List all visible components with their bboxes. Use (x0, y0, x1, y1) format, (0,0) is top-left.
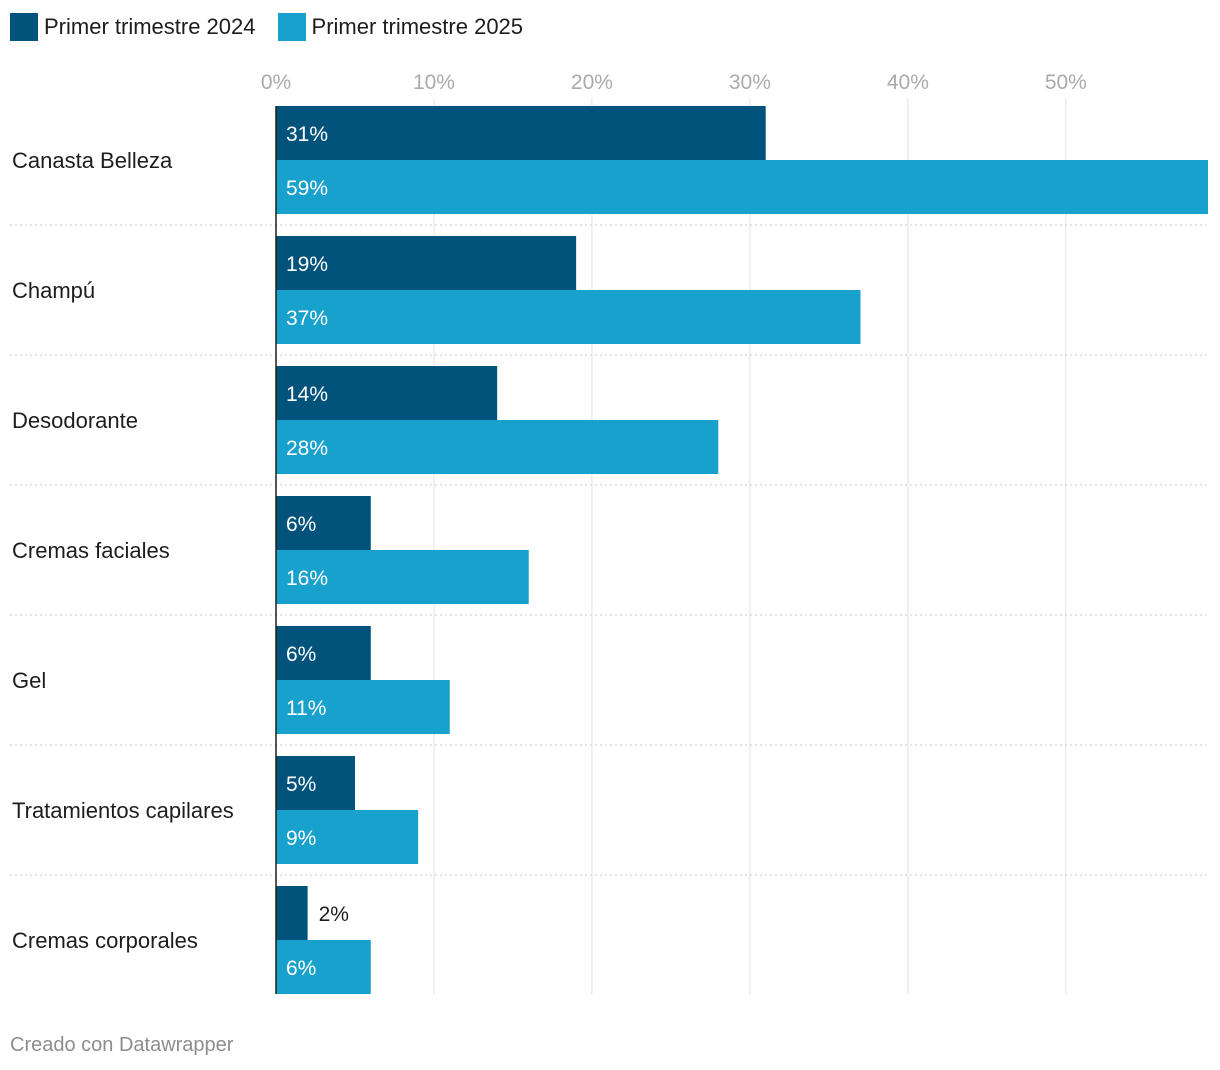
data-label: 31% (286, 123, 328, 146)
footer-credit: Creado con Datawrapper (10, 1034, 234, 1056)
data-label: 6% (286, 643, 316, 666)
category-label: Cremas faciales (12, 538, 170, 563)
bar-2025 (276, 420, 719, 474)
category-label: Canasta Belleza (12, 148, 173, 173)
bar-2024 (276, 236, 577, 290)
category-label: Tratamientos capilares (12, 798, 234, 823)
x-tick-label: 30% (729, 71, 771, 94)
data-label: 6% (286, 957, 316, 980)
data-label: 19% (286, 253, 328, 276)
legend-swatch-2024 (10, 13, 38, 41)
data-label: 28% (286, 437, 328, 460)
bar-2025 (276, 160, 1208, 214)
legend: Primer trimestre 2024 Primer trimestre 2… (10, 13, 545, 41)
data-label: 5% (286, 773, 316, 796)
legend-label-2025: Primer trimestre 2025 (311, 14, 524, 39)
legend-swatch-2025 (277, 13, 306, 41)
bar-2025 (276, 550, 529, 604)
bar-2024 (276, 886, 308, 940)
bar-chart: 0% 10% 20% 30% 40% 50% Canasta Belleza 31% 59% Ch… (10, 71, 1208, 994)
bar-2025 (276, 810, 419, 864)
bar-2025 (276, 680, 450, 734)
legend-label-2024: Primer trimestre 2024 (44, 14, 256, 39)
x-tick-label: 40% (887, 71, 929, 94)
data-label: 2% (319, 903, 349, 926)
x-tick-label: 20% (571, 71, 613, 94)
data-label: 6% (286, 513, 316, 536)
x-tick-label: 10% (413, 71, 455, 94)
legend-item-2025: Primer trimestre 2025 (277, 13, 524, 41)
bar-2025 (276, 940, 371, 994)
bar-2024 (276, 106, 766, 160)
category-label: Cremas corporales (12, 928, 198, 953)
bar-2024 (276, 496, 371, 550)
bar-2024 (276, 756, 355, 810)
category-label: Desodorante (12, 408, 138, 433)
data-label: 59% (286, 177, 328, 200)
legend-item-2024: Primer trimestre 2024 (10, 13, 256, 41)
category-label: Gel (12, 668, 46, 693)
category-label: Champú (12, 278, 95, 303)
bar-2024 (276, 626, 371, 680)
x-tick-label: 0% (261, 71, 291, 94)
data-label: 16% (286, 567, 328, 590)
data-label: 9% (286, 827, 316, 850)
x-tick-label: 50% (1045, 71, 1087, 94)
bar-2024 (276, 366, 498, 420)
bar-2025 (276, 290, 861, 344)
data-label: 11% (286, 697, 326, 720)
data-label: 37% (286, 307, 328, 330)
data-label: 14% (286, 383, 328, 406)
